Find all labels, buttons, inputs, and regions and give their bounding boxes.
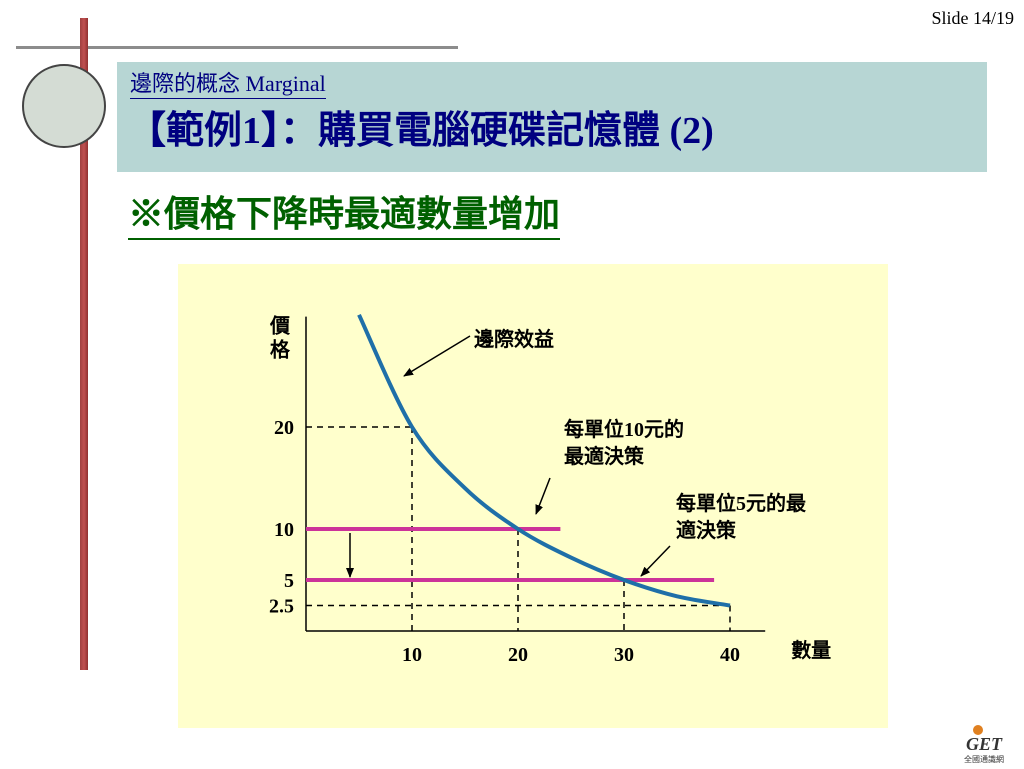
x-tick-label-0: 10 — [402, 644, 422, 666]
y-tick-label-1: 10 — [274, 519, 294, 541]
annotation-arrow-p10 — [535, 477, 551, 515]
y-axis-label: 價格 — [269, 315, 291, 362]
y-tick-label-3: 2.5 — [269, 596, 294, 618]
header-title: 【範例1】：購買電腦硬碟記憶體 (2) — [128, 110, 714, 152]
y-tick-label-0: 20 — [274, 417, 294, 439]
y-tick-label-2: 5 — [284, 570, 294, 592]
slide-number: Slide 14/19 — [931, 8, 1014, 28]
header-subtitle: 邊際的概念 Marginal — [130, 70, 326, 99]
x-tick-label-2: 30 — [614, 644, 634, 666]
get-logo: GET 全國通識網 — [958, 718, 1018, 764]
logo-sun-icon — [973, 725, 983, 735]
x-tick-label-3: 40 — [720, 644, 740, 666]
annotation-mb: 邊際效益 — [474, 327, 554, 351]
annotation-p5: 每單位5元的最適決策 — [676, 491, 807, 542]
x-axis-label: 數量 — [791, 639, 831, 662]
logo-text: GET — [966, 734, 1003, 754]
x-tick-label-1: 20 — [508, 644, 528, 666]
annotation-arrow-p5 — [640, 545, 671, 577]
annotation-p10: 每單位10元的最適決策 — [564, 417, 684, 468]
header-box — [117, 62, 987, 172]
decorative-circle — [22, 64, 106, 148]
top-divider-line — [16, 46, 458, 49]
annotation-arrow-mb — [403, 335, 471, 377]
logo-caption: 全國通識網 — [964, 754, 1004, 764]
marginal-benefit-curve — [357, 313, 731, 608]
section-title: ※價格下降時最適數量增加 — [128, 190, 561, 240]
left-vertical-bar — [80, 18, 88, 670]
chart-panel: 20 10 5 2.5 10 20 30 40 價格數量 邊際效益每單位10元的最適決策每單位5… — [178, 264, 888, 728]
